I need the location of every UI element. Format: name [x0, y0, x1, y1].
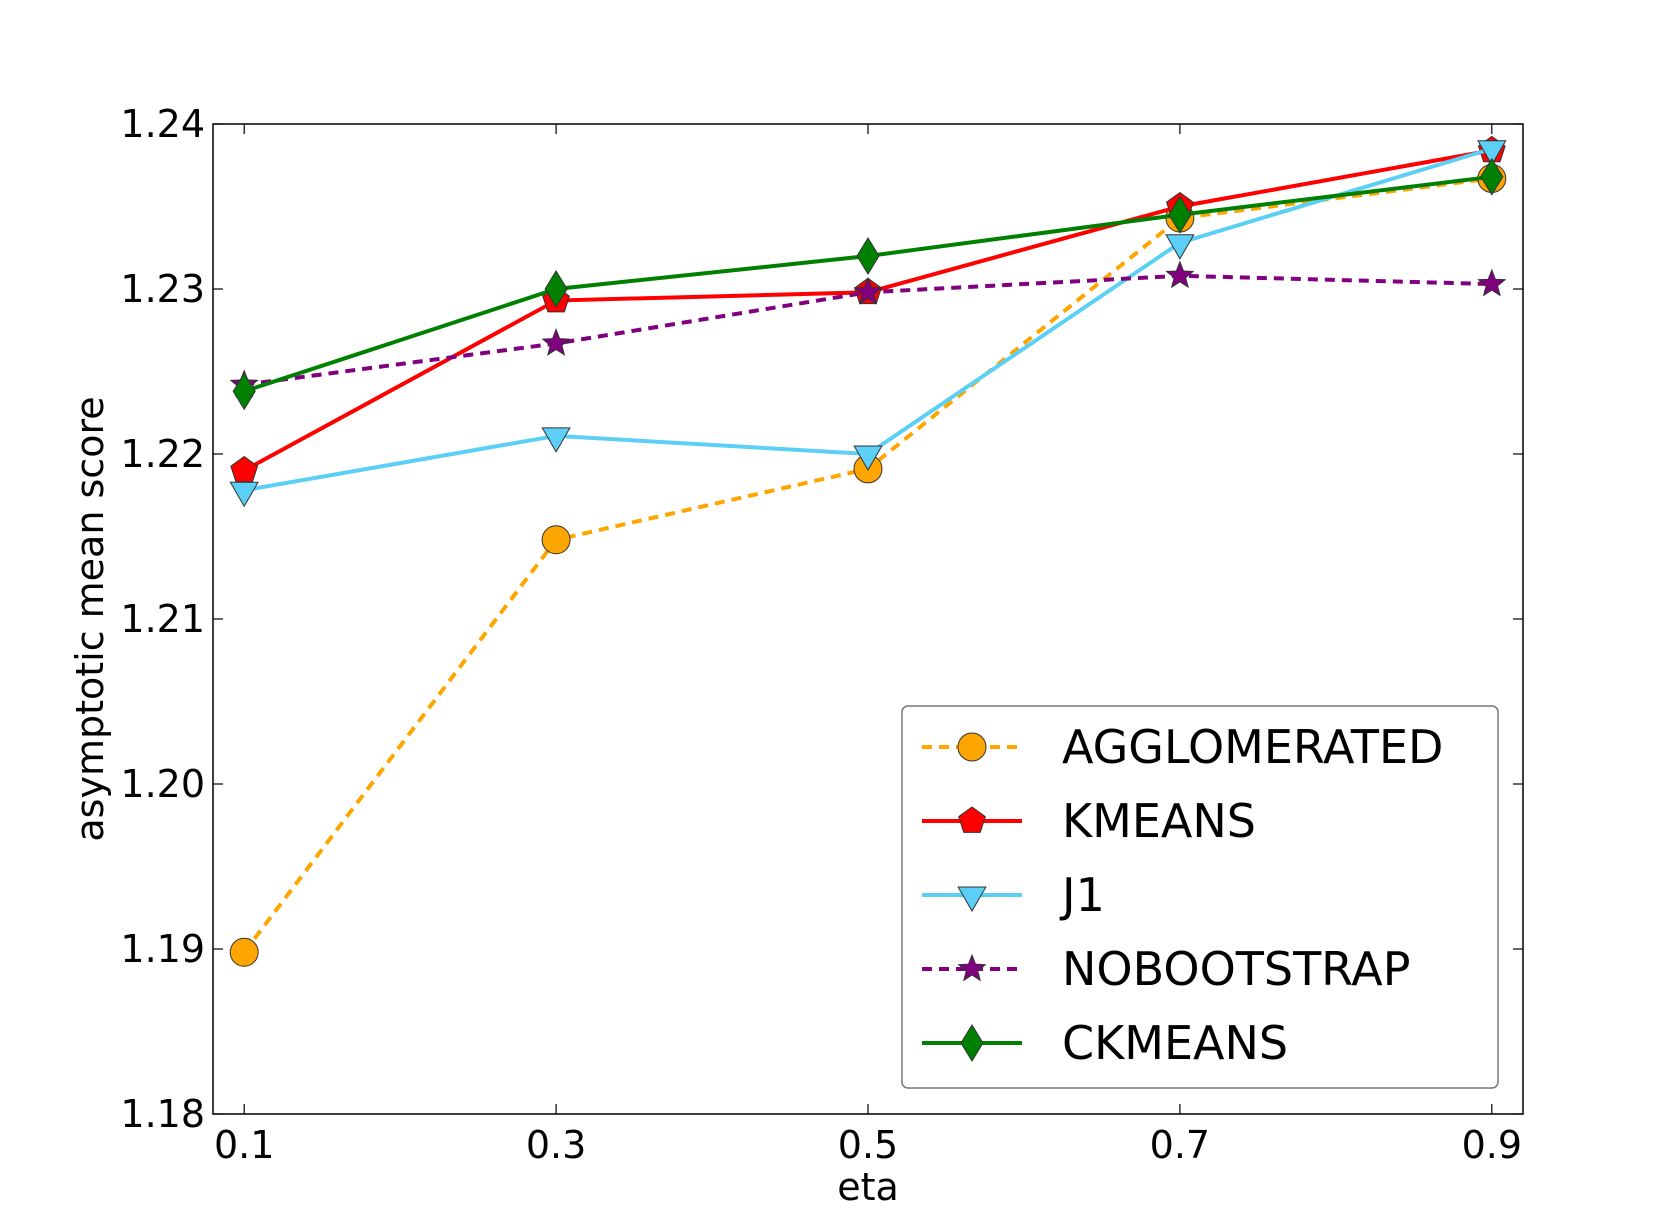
data-point [541, 427, 571, 453]
y-tick-label: 1.24 [120, 102, 205, 146]
y-tick-label: 1.20 [120, 762, 205, 806]
data-point [853, 276, 883, 305]
data-point [544, 270, 568, 308]
data-point [853, 445, 883, 471]
legend-item-nobootstrap: NOBOOTSTRAP [922, 942, 1410, 996]
data-point [1168, 195, 1192, 234]
legend-marker [957, 886, 987, 912]
x-tick-label: 0.9 [1462, 1123, 1522, 1167]
ticks-layer: 0.1 0.3 0.5 0.7 0.9 1.18 1.19 1.20 1.21 1.22 1.23 1… [120, 102, 1523, 1167]
y-tick-label: 1.21 [120, 597, 205, 641]
legend-label: KMEANS [1062, 794, 1256, 848]
data-point [1165, 260, 1195, 289]
x-tick-label: 0.1 [214, 1123, 274, 1167]
legend-box [901, 705, 1499, 1089]
legend-label: J1 [1059, 868, 1105, 922]
x-tick-label: 0.7 [1150, 1123, 1210, 1167]
legend-marker [960, 1024, 984, 1062]
x-tick-label: 0.3 [526, 1123, 586, 1167]
data-point [541, 328, 571, 356]
legend-item-ckmeans: CKMEANS [922, 1016, 1288, 1070]
legend-item-agglomerated: AGGLOMERATED [922, 720, 1443, 774]
legend-label: CKMEANS [1062, 1016, 1288, 1070]
data-point [541, 525, 571, 555]
y-axis-label: asymptotic mean score [68, 396, 112, 841]
legend-marker [957, 953, 987, 982]
data-point [1165, 234, 1195, 260]
legend-label: NOBOOTSTRAP [1062, 942, 1410, 996]
x-axis-label: eta [837, 1165, 899, 1209]
data-point [1477, 140, 1507, 166]
data-point [229, 481, 259, 508]
legend-marker [958, 806, 986, 833]
series-layer [229, 135, 1507, 967]
y-tick-label: 1.18 [120, 1092, 205, 1136]
data-point [1477, 268, 1507, 297]
data-point [229, 937, 259, 967]
series-ckmeans [232, 157, 1504, 411]
y-tick-label: 1.23 [120, 267, 205, 311]
data-point [1480, 157, 1504, 196]
y-tick-label: 1.19 [120, 927, 205, 971]
y-tick-label: 1.22 [120, 432, 205, 476]
legend-item-j1: J1 [922, 868, 1105, 922]
series-j1 [229, 140, 1507, 508]
legend: AGGLOMERATED KMEANS J1 NOBOOTSTRAP CKMEANS [901, 705, 1499, 1089]
data-point [232, 372, 256, 411]
legend-item-kmeans: KMEANS [922, 794, 1256, 848]
legend-label: AGGLOMERATED [1062, 720, 1443, 774]
x-tick-label: 0.5 [838, 1123, 898, 1167]
legend-marker [957, 732, 987, 762]
data-point [856, 237, 880, 275]
